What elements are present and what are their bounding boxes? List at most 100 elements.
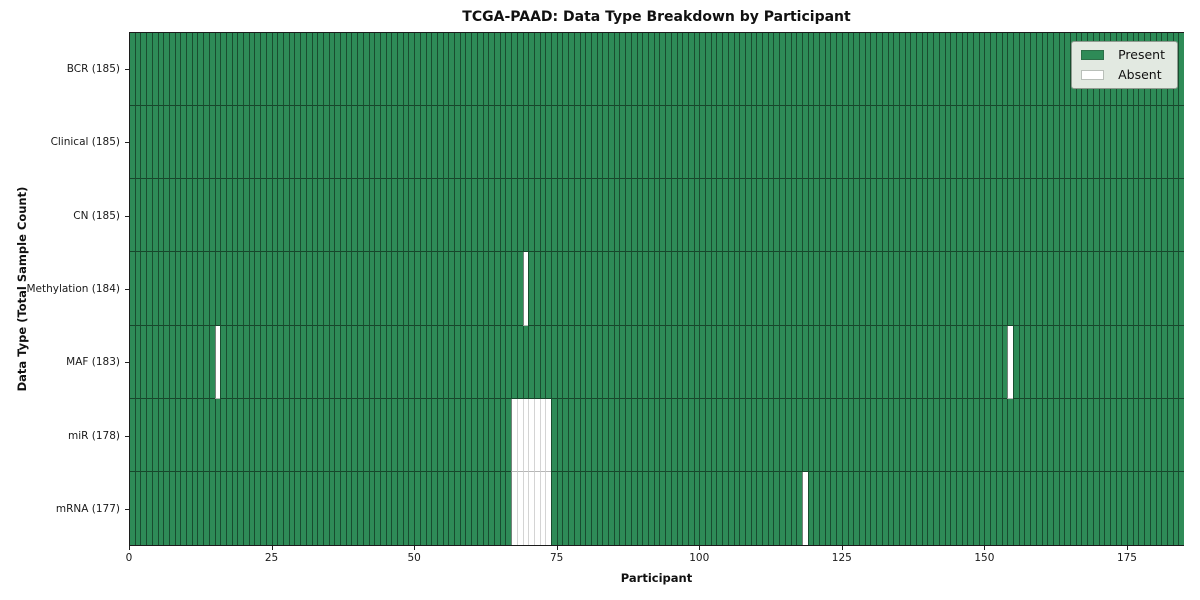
matrix-cell	[1058, 398, 1065, 472]
matrix-cell	[357, 398, 363, 472]
matrix-cell	[1081, 179, 1088, 253]
matrix-cell	[551, 252, 557, 326]
matrix-cell	[824, 33, 831, 107]
matrix-cell	[174, 106, 181, 180]
matrix-cell	[208, 398, 215, 472]
matrix-cell	[927, 398, 934, 472]
matrix-cell	[819, 33, 825, 107]
matrix-cell	[1138, 471, 1145, 545]
matrix-cell	[727, 471, 734, 545]
matrix-cell	[750, 325, 757, 399]
matrix-cell	[385, 179, 392, 253]
matrix-cell	[282, 179, 289, 253]
matrix-cell	[1012, 252, 1019, 326]
matrix-cell	[836, 398, 842, 472]
matrix-cell	[516, 325, 523, 399]
matrix-cell	[773, 106, 780, 180]
matrix-cell	[705, 471, 711, 545]
matrix-cell	[619, 179, 626, 253]
matrix-cell	[1127, 252, 1133, 326]
matrix-cell	[499, 179, 506, 253]
legend-absent-swatch-icon	[1081, 69, 1105, 80]
x-tick-mark	[1126, 546, 1128, 550]
matrix-cell	[773, 471, 780, 545]
matrix-cell	[254, 179, 261, 253]
matrix-cell	[1070, 179, 1076, 253]
matrix-cell	[1166, 179, 1173, 253]
matrix-cell	[801, 179, 808, 253]
matrix-cell	[596, 179, 603, 253]
matrix-cell	[887, 33, 894, 107]
matrix-cell	[585, 33, 591, 107]
matrix-cell	[511, 33, 517, 107]
matrix-cell	[859, 179, 865, 253]
matrix-cell	[414, 398, 420, 472]
y-tick-mark	[125, 142, 129, 144]
matrix-cell	[647, 252, 654, 326]
matrix-cell	[710, 471, 717, 545]
matrix-cell	[146, 471, 152, 545]
matrix-cell	[328, 471, 335, 545]
matrix-cell	[311, 106, 318, 180]
legend: Present Absent	[1071, 41, 1178, 89]
matrix-cell	[402, 179, 409, 253]
matrix-cell	[562, 252, 569, 326]
matrix-cell	[134, 179, 141, 253]
matrix-cell	[488, 471, 494, 545]
matrix-cell	[938, 325, 945, 399]
matrix-cell	[180, 398, 187, 472]
matrix-cell	[1087, 179, 1093, 253]
matrix-cell	[225, 252, 232, 326]
matrix-cell	[379, 471, 386, 545]
matrix-cell	[944, 179, 951, 253]
matrix-cell	[243, 179, 249, 253]
matrix-cell	[556, 33, 563, 107]
matrix-cell	[328, 33, 335, 107]
matrix-cell	[442, 179, 449, 253]
matrix-cell	[836, 179, 842, 253]
matrix-cell	[454, 252, 460, 326]
matrix-cell	[248, 398, 255, 472]
matrix-cell	[659, 179, 666, 253]
matrix-cell	[157, 179, 164, 253]
matrix-cell	[984, 179, 991, 253]
x-tick-label: 125	[831, 552, 852, 564]
matrix-cell	[459, 106, 466, 180]
matrix-cell	[807, 252, 814, 326]
matrix-cell	[779, 398, 785, 472]
matrix-cell	[647, 179, 654, 253]
matrix-cell	[1109, 252, 1116, 326]
matrix-cell	[1058, 471, 1065, 545]
matrix-cell	[739, 471, 745, 545]
matrix-cell	[442, 398, 449, 472]
matrix-cell	[710, 179, 717, 253]
matrix-cell	[836, 252, 842, 326]
matrix-cell	[1018, 33, 1025, 107]
matrix-cell	[876, 252, 882, 326]
matrix-cell	[248, 252, 255, 326]
matrix-cell	[1178, 325, 1185, 399]
matrix-cell	[294, 398, 301, 472]
matrix-cell	[733, 106, 740, 180]
matrix-cell	[168, 325, 175, 399]
matrix-cell	[225, 471, 232, 545]
matrix-cell	[288, 33, 295, 107]
matrix-cell	[482, 398, 489, 472]
y-axis-ticks: BCR (185) Clinical (185) CN (185) Methylati…	[0, 32, 129, 546]
matrix-cell	[568, 325, 574, 399]
matrix-cell	[374, 106, 380, 180]
matrix-cell	[904, 398, 911, 472]
matrix-cell	[237, 179, 244, 253]
matrix-cell	[670, 179, 677, 253]
matrix-cell	[973, 325, 979, 399]
matrix-cell	[505, 106, 512, 180]
matrix-cell	[1001, 106, 1008, 180]
matrix-cell	[454, 471, 460, 545]
matrix-cell	[950, 471, 956, 545]
matrix-cell	[1178, 106, 1185, 180]
matrix-cell	[225, 106, 232, 180]
matrix-cell	[1047, 106, 1053, 180]
matrix-cell	[556, 398, 563, 472]
matrix-cell	[203, 106, 209, 180]
matrix-cell	[191, 33, 198, 107]
